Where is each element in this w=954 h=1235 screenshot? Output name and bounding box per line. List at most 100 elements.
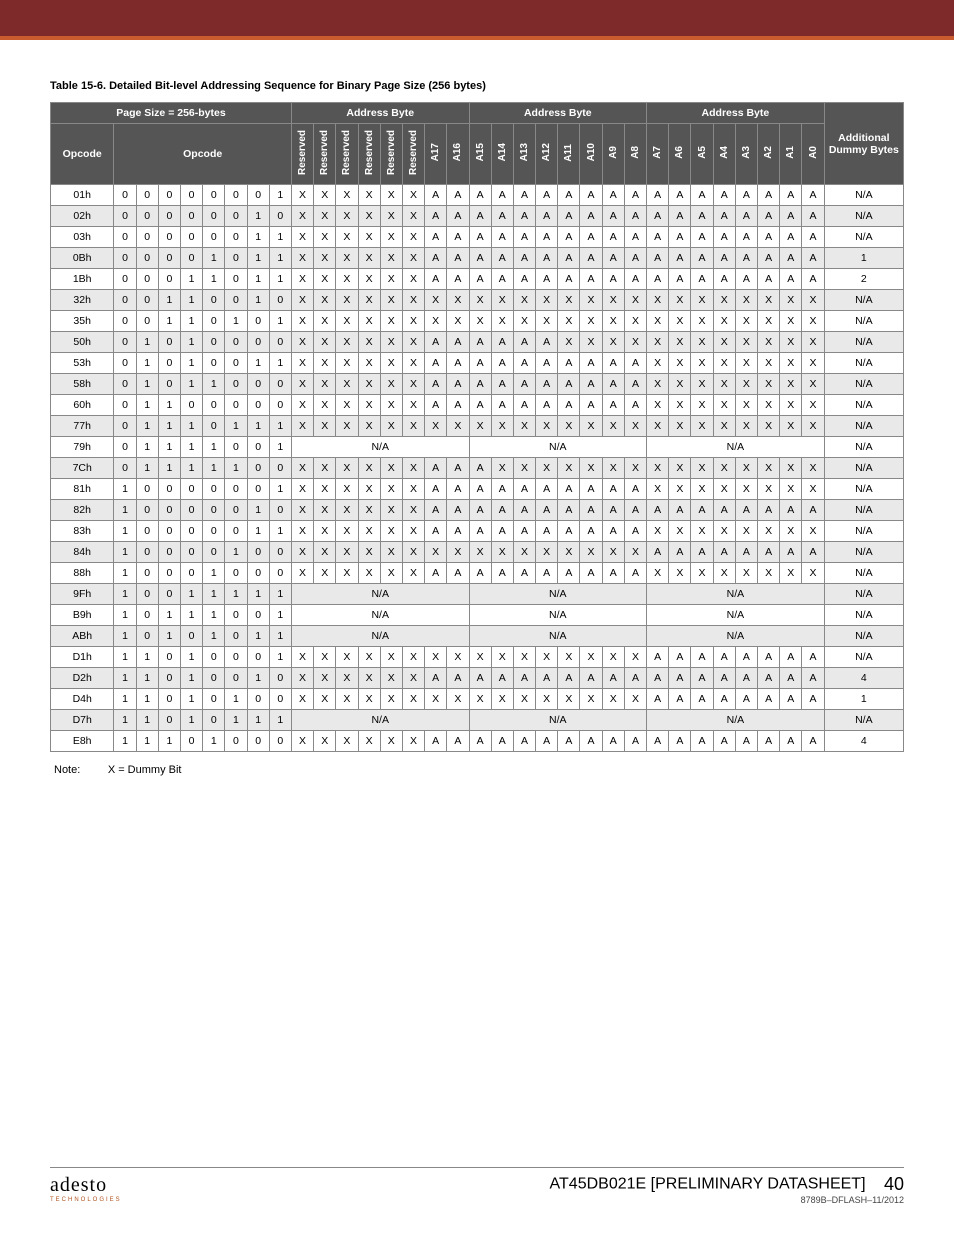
opcode-bit-cell: 1: [203, 269, 225, 290]
addr-bit-cell: X: [691, 416, 713, 437]
addr-bit-cell: X: [425, 416, 447, 437]
opcode-bit-cell: 1: [203, 458, 225, 479]
opcode-bit-cell: 0: [247, 605, 269, 626]
opcode-bit-cell: 0: [269, 668, 291, 689]
addr-bit-cell: A: [624, 185, 646, 206]
addr-bit-cell: X: [558, 416, 580, 437]
extra-cell: N/A: [824, 332, 903, 353]
table-row: D4h11010100XXXXXXXXXXXXXXXXAAAAAAAA1: [51, 689, 904, 710]
opcode-bit-cell: 1: [225, 458, 247, 479]
addr-bit-cell: X: [291, 290, 313, 311]
opcode-bit-cell: 1: [269, 710, 291, 731]
addr-bit-cell: X: [402, 416, 424, 437]
addr-bit-cell: A: [491, 521, 513, 542]
opcode-bit-cell: 1: [203, 374, 225, 395]
addr-bit-cell: A: [758, 269, 780, 290]
table-row: 79h01111001N/AN/AN/AN/A: [51, 437, 904, 458]
opcode-bit-cell: 0: [180, 731, 202, 752]
addr-bit-cell: X: [669, 374, 691, 395]
addr-bit-cell: X: [336, 647, 358, 668]
addr-na-cell: N/A: [469, 605, 647, 626]
addr-bit-cell: X: [402, 542, 424, 563]
addr-bit-cell: X: [780, 563, 802, 584]
doc-title-text: AT45DB021E [PRELIMINARY DATASHEET]: [550, 1176, 866, 1193]
opcode-bit-cell: 0: [203, 332, 225, 353]
addr-bit-cell: A: [758, 542, 780, 563]
hdr-reserved: Reserved: [402, 124, 424, 185]
addr-bit-cell: A: [469, 248, 491, 269]
page: Table 15-6. Detailed Bit-level Addressin…: [0, 0, 954, 1235]
opcode-bit-cell: 0: [158, 374, 180, 395]
opcode-bit-cell: 1: [180, 332, 202, 353]
hdr-bit-a17: A17: [425, 124, 447, 185]
addr-bit-cell: X: [669, 395, 691, 416]
addr-bit-cell: A: [624, 521, 646, 542]
addr-bit-cell: A: [624, 563, 646, 584]
addr-bit-cell: X: [314, 479, 336, 500]
addr-bit-cell: A: [780, 542, 802, 563]
addr-bit-cell: A: [491, 185, 513, 206]
addr-bit-cell: A: [491, 374, 513, 395]
opcode-bit-cell: 1: [225, 710, 247, 731]
table-body: 01h00000001XXXXXXAAAAAAAAAAAAAAAAAAN/A02…: [51, 185, 904, 752]
addr-bit-cell: X: [336, 731, 358, 752]
addr-bit-cell: A: [469, 731, 491, 752]
opcode-bit-cell: 1: [136, 353, 158, 374]
addr-bit-cell: A: [513, 185, 535, 206]
table-row: 02h00000010XXXXXXAAAAAAAAAAAAAAAAAAN/A: [51, 206, 904, 227]
addr-bit-cell: A: [735, 206, 757, 227]
opcode-bit-cell: 0: [114, 332, 136, 353]
hdr-bit-a6: A6: [669, 124, 691, 185]
opcode-bit-cell: 0: [203, 668, 225, 689]
opcode-cell: 88h: [51, 563, 114, 584]
addr-bit-cell: X: [291, 521, 313, 542]
addr-bit-cell: A: [447, 185, 469, 206]
addr-bit-cell: A: [513, 269, 535, 290]
opcode-bit-cell: 1: [114, 626, 136, 647]
table-row: 1Bh00011011XXXXXXAAAAAAAAAAAAAAAAAA2: [51, 269, 904, 290]
opcode-bit-cell: 0: [247, 731, 269, 752]
addr-bit-cell: X: [602, 290, 624, 311]
opcode-bit-cell: 0: [180, 185, 202, 206]
addr-bit-cell: X: [336, 689, 358, 710]
addr-bit-cell: X: [380, 416, 402, 437]
addr-bit-cell: X: [358, 479, 380, 500]
addr-bit-cell: X: [291, 248, 313, 269]
opcode-bit-cell: 1: [158, 437, 180, 458]
doc-sub-text: 8789B–DFLASH–11/2012: [550, 1195, 904, 1205]
addr-bit-cell: A: [624, 353, 646, 374]
addr-na-cell: N/A: [291, 710, 469, 731]
opcode-bit-cell: 1: [203, 563, 225, 584]
table-row: D1h11010001XXXXXXXXXXXXXXXXAAAAAAAAN/A: [51, 647, 904, 668]
addr-bit-cell: A: [469, 353, 491, 374]
addr-bit-cell: A: [536, 269, 558, 290]
addr-bit-cell: X: [380, 458, 402, 479]
addr-bit-cell: X: [802, 311, 824, 332]
addr-bit-cell: A: [425, 374, 447, 395]
hdr-bit-a5: A5: [691, 124, 713, 185]
opcode-bit-cell: 1: [269, 647, 291, 668]
footer-logo: adesto TECHNOLOGIES: [50, 1174, 122, 1203]
addr-bit-cell: A: [447, 353, 469, 374]
extra-cell: 2: [824, 269, 903, 290]
opcode-bit-cell: 1: [247, 248, 269, 269]
opcode-cell: 53h: [51, 353, 114, 374]
addr-bit-cell: X: [580, 416, 602, 437]
opcode-bit-cell: 0: [158, 563, 180, 584]
addr-bit-cell: A: [469, 374, 491, 395]
opcode-bit-cell: 1: [136, 689, 158, 710]
addr-bit-cell: A: [580, 563, 602, 584]
addr-bit-cell: X: [402, 290, 424, 311]
addr-bit-cell: A: [580, 668, 602, 689]
addr-bit-cell: A: [536, 185, 558, 206]
opcode-bit-cell: 0: [136, 605, 158, 626]
table-row: 7Ch01111100XXXXXXAAAXXXXXXXXXXXXXXXN/A: [51, 458, 904, 479]
addr-bit-cell: X: [558, 542, 580, 563]
addr-bit-cell: X: [380, 542, 402, 563]
addr-bit-cell: X: [647, 479, 669, 500]
addr-bit-cell: X: [669, 290, 691, 311]
addr-bit-cell: X: [314, 647, 336, 668]
addr-bit-cell: X: [802, 332, 824, 353]
addr-bit-cell: A: [602, 395, 624, 416]
opcode-bit-cell: 0: [203, 185, 225, 206]
